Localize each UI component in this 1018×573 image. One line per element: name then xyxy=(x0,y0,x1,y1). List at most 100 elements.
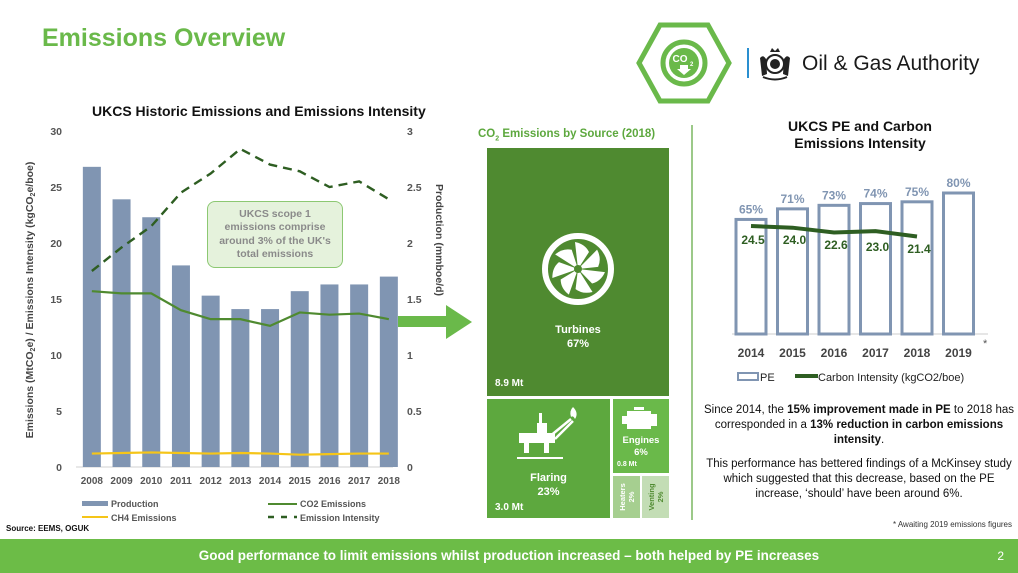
pe-bar xyxy=(734,217,768,336)
svg-text:65%: 65% xyxy=(739,202,763,216)
production-bar xyxy=(350,284,369,467)
section-divider xyxy=(691,125,693,520)
svg-text:2012: 2012 xyxy=(200,476,223,487)
pe-bar xyxy=(942,191,975,336)
source-note: Source: EEMS, OGUK xyxy=(6,524,90,533)
production-bar xyxy=(171,265,190,467)
svg-text:75%: 75% xyxy=(905,185,929,199)
turbines-mt: 8.9 Mt xyxy=(495,378,524,389)
svg-text:25: 25 xyxy=(50,182,62,194)
treemap-flaring: Flaring 23% 3.0 Mt xyxy=(487,399,610,518)
left-chart-title: UKCS Historic Emissions and Emissions In… xyxy=(92,103,426,119)
engines-pct: 6% xyxy=(634,447,648,458)
engines-label: Engines xyxy=(622,435,660,446)
legend-carbon-intensity: Carbon Intensity (kgCO2/boe) xyxy=(818,372,964,384)
venting-pct: 2% xyxy=(655,491,665,503)
summary-text: Since 2014, the 15% improvement made in … xyxy=(700,403,1018,502)
svg-text:2008: 2008 xyxy=(81,476,104,487)
summary-paragraph-1: Since 2014, the 15% improvement made in … xyxy=(703,404,1015,446)
svg-text:0.5: 0.5 xyxy=(407,406,422,418)
svg-text:2016: 2016 xyxy=(821,346,848,360)
svg-text:0: 0 xyxy=(407,462,413,474)
treemap-venting: Venting 2% xyxy=(642,476,669,518)
svg-text:1: 1 xyxy=(407,350,413,362)
footnote: * Awaiting 2019 emissions figures xyxy=(892,520,1012,529)
treemap-turbines: Turbines 67% 8.9 Mt xyxy=(487,148,669,396)
royal-crest-icon xyxy=(760,48,790,81)
turbines-pct: 67% xyxy=(566,338,590,350)
svg-text:2018: 2018 xyxy=(904,346,931,360)
page-number: 2 xyxy=(997,549,1004,563)
turbine-icon xyxy=(542,233,614,305)
legend-pe: PE xyxy=(760,372,775,384)
production-bar xyxy=(231,309,250,467)
engines-mt: 0.8 Mt xyxy=(617,461,637,468)
svg-text:2013: 2013 xyxy=(229,476,252,487)
svg-text:15: 15 xyxy=(50,294,62,306)
asterisk-note-marker: * xyxy=(983,338,988,350)
production-bar xyxy=(201,295,220,467)
svg-text:71%: 71% xyxy=(780,192,804,206)
svg-text:30: 30 xyxy=(50,126,62,138)
footer-message: Good performance to limit emissions whil… xyxy=(198,548,820,563)
svg-text:CO: CO xyxy=(673,54,688,65)
svg-text:2009: 2009 xyxy=(110,476,133,487)
flaring-label: Flaring xyxy=(530,472,567,484)
svg-text:22.6: 22.6 xyxy=(824,238,848,252)
right-arrow-icon xyxy=(398,305,472,339)
production-bar xyxy=(112,199,131,467)
svg-text:10: 10 xyxy=(50,350,62,362)
pe-bar xyxy=(900,200,934,336)
venting-label: Venting xyxy=(646,483,656,511)
pe-intensity-chart: 65%71% 73% 74% 75%80% 24.5 24.0 22.6 23.0 21.4 … xyxy=(732,176,988,384)
svg-text:23.0: 23.0 xyxy=(866,240,890,254)
svg-text:2: 2 xyxy=(690,62,694,68)
legend-ch4: CH4 Emissions xyxy=(111,513,177,523)
brand-name: Oil & Gas Authority xyxy=(802,52,980,75)
svg-text:3: 3 xyxy=(407,126,413,138)
logo-divider xyxy=(747,48,749,78)
summary-paragraph-2: This performance has bettered findings o… xyxy=(706,458,1012,500)
engine-icon xyxy=(622,407,657,429)
svg-text:2: 2 xyxy=(407,238,413,250)
svg-text:2014: 2014 xyxy=(738,346,765,360)
treemap-title: CO2 Emissions by Source (2018) xyxy=(478,128,656,143)
production-bar xyxy=(261,309,280,467)
production-bar xyxy=(320,284,339,467)
right-chart-title: UKCS PE and Carbon Emissions Intensity xyxy=(788,118,932,151)
heaters-pct: 2% xyxy=(626,491,636,503)
oil-platform-flare-icon xyxy=(517,407,577,459)
historic-emissions-chart: Emissions (MtCO2e) / Emissions Intensity… xyxy=(24,126,445,523)
co2-reduction-logo-icon: CO 2 xyxy=(636,22,732,104)
legend-production: Production xyxy=(111,499,159,509)
svg-text:2011: 2011 xyxy=(170,476,192,487)
legend-co2: CO2 Emissions xyxy=(300,499,366,509)
y-left-axis-label: Emissions (MtCO2e) / Emissions Intensity… xyxy=(24,162,37,439)
svg-text:2.5: 2.5 xyxy=(407,182,422,194)
svg-text:74%: 74% xyxy=(863,187,887,201)
svg-text:0: 0 xyxy=(56,462,62,474)
legend-intensity: Emission Intensity xyxy=(300,513,380,523)
svg-text:73%: 73% xyxy=(822,188,846,202)
turbines-label: Turbines xyxy=(555,324,601,336)
y-right-axis-label: Production (mmboe/d) xyxy=(433,184,445,296)
svg-text:24.0: 24.0 xyxy=(783,233,807,247)
production-bar xyxy=(379,276,398,467)
page-title: Emissions Overview xyxy=(42,24,286,52)
heaters-label: Heaters xyxy=(617,483,627,511)
co2-by-source-treemap: Turbines 67% 8.9 Mt Flaring 23% 3.0 Mt xyxy=(487,148,669,518)
svg-text:2017: 2017 xyxy=(862,346,889,360)
svg-text:1.5: 1.5 xyxy=(407,294,422,306)
production-bar xyxy=(82,166,101,467)
scope1-callout: UKCS scope 1 emissions comprise around 3… xyxy=(207,201,343,268)
svg-text:5: 5 xyxy=(56,406,62,418)
footer-bar: Good performance to limit emissions whil… xyxy=(0,539,1018,573)
pe-bar xyxy=(817,203,851,336)
svg-text:20: 20 xyxy=(50,238,62,250)
pe-bar xyxy=(859,202,892,336)
flaring-mt: 3.0 Mt xyxy=(495,502,524,513)
svg-text:80%: 80% xyxy=(946,176,970,190)
svg-text:2019: 2019 xyxy=(945,346,972,360)
svg-text:21.4: 21.4 xyxy=(907,242,931,256)
svg-text:2016: 2016 xyxy=(318,476,341,487)
